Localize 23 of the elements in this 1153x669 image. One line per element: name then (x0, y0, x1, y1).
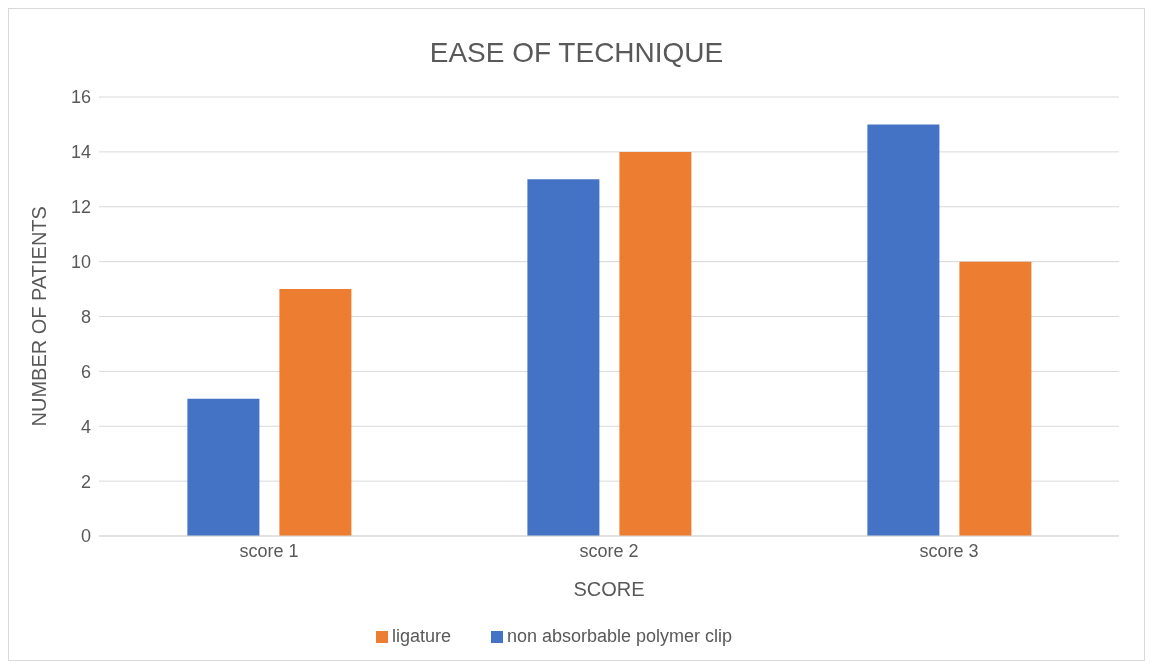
bar (959, 261, 1032, 536)
y-axis-title: NUMBER OF PATIENTS (28, 206, 51, 427)
x-tick-label: score 2 (579, 540, 639, 561)
y-tick-label: 16 (70, 87, 91, 108)
y-tick-label: 10 (70, 252, 91, 273)
bar (279, 289, 352, 536)
y-tick-label: 12 (70, 197, 91, 218)
bar (619, 151, 692, 536)
y-tick-label: 6 (80, 361, 91, 382)
y-tick-label: 8 (80, 306, 91, 327)
x-tick-label: score 1 (239, 540, 299, 561)
legend-label: ligature (391, 626, 451, 646)
x-tick-label: score 3 (919, 540, 979, 561)
y-tick-label: 14 (70, 142, 91, 163)
x-axis-title: SCORE (573, 578, 645, 600)
y-tick-label: 2 (80, 471, 91, 492)
bar (187, 398, 260, 536)
bar (867, 124, 940, 536)
legend-label: non absorbable polymer clip (506, 626, 733, 646)
y-tick-label: 4 (80, 416, 91, 437)
bar (527, 179, 600, 536)
y-tick-label: 0 (80, 526, 91, 547)
chart-title: EASE OF TECHNIQUE (428, 36, 725, 70)
